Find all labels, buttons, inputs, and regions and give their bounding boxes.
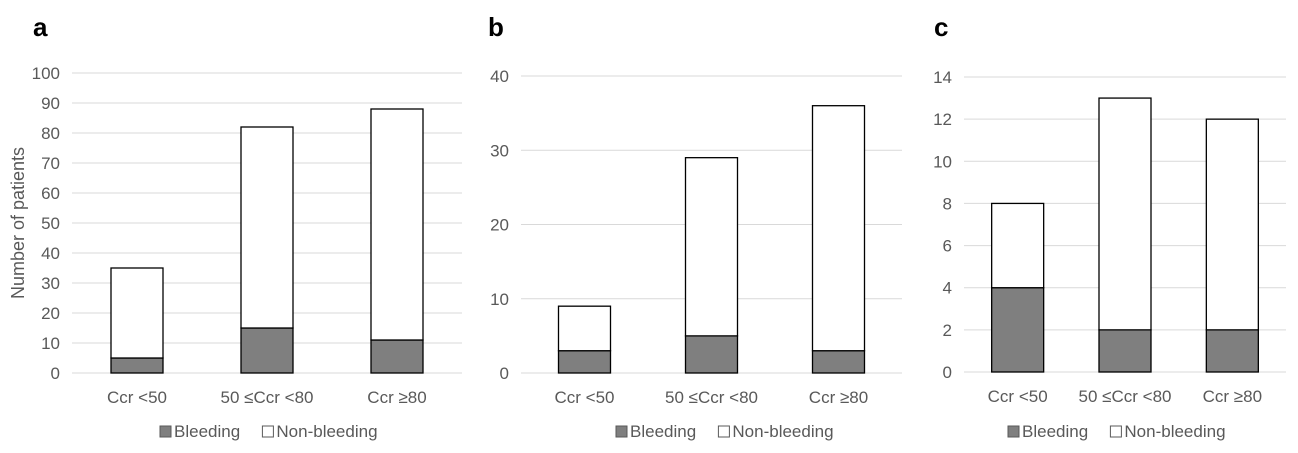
x-tick-label: 50 ≤Ccr <80 (1079, 387, 1172, 406)
bar-segment-bleeding (811, 350, 866, 374)
bar-segment-non-bleeding (1205, 118, 1259, 331)
y-tick-label: 40 (490, 67, 509, 86)
legend-label: Bleeding (1022, 422, 1088, 441)
y-tick-label: 80 (41, 124, 60, 143)
panel-label: a (33, 12, 48, 42)
chart-panel-c: c 0 2 4 6 8 10 12 14 Ccr <50 50 ≤Ccr <80 Ccr ≥80 Ble… (933, 12, 1286, 441)
y-tick-label: 40 (41, 244, 60, 263)
bar-segment-non-bleeding (240, 126, 294, 329)
legend-label: Bleeding (630, 422, 696, 441)
chart-panel-b: b 0 10 20 30 40 Ccr <50 50 ≤Ccr <80 Ccr ≥80 Bleed… (488, 12, 902, 441)
bar-segment-non-bleeding (991, 202, 1045, 289)
legend-label: Bleeding (174, 422, 240, 441)
x-tick-label: 50 ≤Ccr <80 (221, 388, 314, 407)
x-tick-label: Ccr ≥80 (367, 388, 426, 407)
y-tick-label: 0 (500, 364, 509, 383)
bar-segment-bleeding (557, 350, 612, 374)
bar-segment-non-bleeding (370, 108, 424, 341)
y-tick-label: 100 (32, 64, 60, 83)
y-tick-label: 10 (490, 290, 509, 309)
y-tick-label: 30 (41, 274, 60, 293)
legend-swatch (261, 425, 274, 438)
y-tick-label: 12 (933, 110, 952, 129)
y-tick-label: 20 (490, 216, 509, 235)
y-tick-label: 50 (41, 214, 60, 233)
x-tick-label: Ccr ≥80 (809, 388, 868, 407)
y-tick-label: 10 (933, 152, 952, 171)
bar-segment-bleeding (684, 335, 739, 374)
y-axis-label: Number of patients (8, 147, 28, 299)
legend-swatch (1109, 425, 1122, 438)
legend-label: Non-bleeding (1124, 422, 1225, 441)
y-tick-label: 30 (490, 141, 509, 160)
y-tick-label: 2 (943, 321, 952, 340)
x-tick-label: Ccr ≥80 (1203, 387, 1262, 406)
bar-segment-non-bleeding (1098, 97, 1152, 331)
y-tick-label: 4 (943, 279, 952, 298)
y-tick-label: 20 (41, 304, 60, 323)
legend-swatch (1007, 425, 1020, 438)
y-tick-label: 14 (933, 68, 952, 87)
legend: Bleeding Non-bleeding (615, 422, 834, 441)
legend-label: Non-bleeding (732, 422, 833, 441)
bar-segment-non-bleeding (684, 157, 739, 337)
y-tick-label: 0 (51, 364, 60, 383)
y-tick-label: 90 (41, 94, 60, 113)
legend-label: Non-bleeding (276, 422, 377, 441)
y-tick-label: 60 (41, 184, 60, 203)
x-tick-label: Ccr <50 (988, 387, 1048, 406)
legend: Bleeding Non-bleeding (1007, 422, 1226, 441)
chart-panel-a: a 0 10 20 30 40 50 60 70 80 90 100 Number of patient… (8, 12, 462, 441)
bar-segment-bleeding (1205, 329, 1259, 373)
panel-label: c (934, 12, 948, 42)
x-tick-label: 50 ≤Ccr <80 (665, 388, 758, 407)
x-tick-label: Ccr <50 (107, 388, 167, 407)
panel-label: b (488, 12, 504, 42)
bar-segment-bleeding (991, 287, 1045, 373)
bar-segment-non-bleeding (811, 105, 866, 352)
y-tick-label: 8 (943, 194, 952, 213)
bar-segment-bleeding (1098, 329, 1152, 373)
y-tick-label: 6 (943, 237, 952, 256)
bar-segment-bleeding (370, 339, 424, 374)
bar-segment-bleeding (110, 357, 164, 374)
legend-swatch (717, 425, 730, 438)
y-tick-label: 0 (943, 363, 952, 382)
legend: Bleeding Non-bleeding (159, 422, 378, 441)
legend-swatch (159, 425, 172, 438)
y-tick-label: 70 (41, 154, 60, 173)
y-tick-label: 10 (41, 334, 60, 353)
x-tick-label: Ccr <50 (555, 388, 615, 407)
bar-segment-bleeding (240, 327, 294, 374)
bar-segment-non-bleeding (110, 267, 164, 359)
bar-segment-non-bleeding (557, 305, 612, 352)
legend-swatch (615, 425, 628, 438)
